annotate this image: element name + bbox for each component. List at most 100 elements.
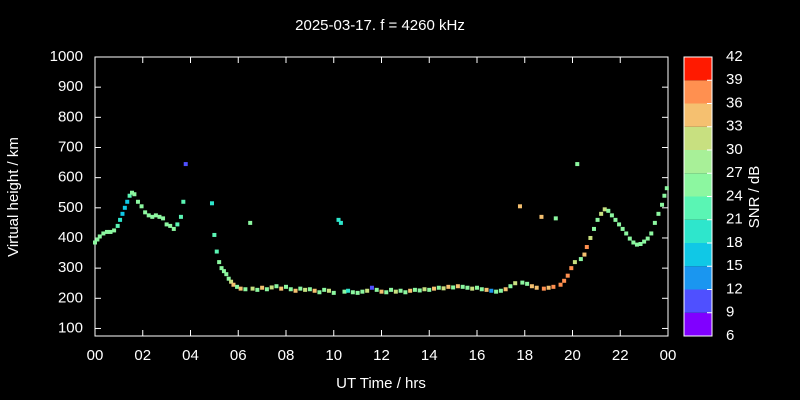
data-point xyxy=(93,240,97,245)
data-point xyxy=(293,288,298,293)
data-point xyxy=(157,214,162,219)
data-point xyxy=(582,252,587,257)
y-tick-label: 500 xyxy=(58,199,83,216)
data-point xyxy=(212,232,217,237)
data-point xyxy=(307,287,312,292)
data-point xyxy=(599,211,604,216)
data-point xyxy=(355,290,360,295)
data-point xyxy=(446,284,451,289)
data-point xyxy=(465,285,470,290)
data-point xyxy=(130,190,135,195)
data-point xyxy=(219,266,224,271)
data-point xyxy=(475,285,479,290)
data-point xyxy=(132,192,137,197)
data-point xyxy=(398,288,403,293)
colorbar-block xyxy=(684,103,712,127)
data-point xyxy=(489,288,494,293)
data-point xyxy=(575,162,580,167)
data-point xyxy=(606,208,611,213)
data-point xyxy=(269,285,274,290)
colorbar-tick-label: 36 xyxy=(726,94,743,111)
data-point xyxy=(624,231,629,236)
data-point xyxy=(479,287,484,292)
data-point xyxy=(229,279,234,284)
data-point xyxy=(264,287,269,292)
data-point xyxy=(427,287,432,292)
data-point xyxy=(503,287,508,292)
colorbar-tick-label: 39 xyxy=(726,71,743,88)
data-point xyxy=(569,266,574,271)
data-point xyxy=(238,286,243,291)
data-point xyxy=(336,217,341,222)
data-point xyxy=(591,226,596,231)
y-tick-label: 800 xyxy=(58,108,83,125)
data-point xyxy=(183,162,188,167)
data-point xyxy=(645,236,650,241)
y-tick-label: 200 xyxy=(58,289,83,306)
data-point xyxy=(122,205,127,210)
data-point xyxy=(649,231,654,236)
colorbar-tick-label: 27 xyxy=(726,164,743,181)
data-point xyxy=(656,211,661,216)
colorbar-label: SNR / dB xyxy=(746,166,763,229)
data-point xyxy=(178,214,183,219)
data-point xyxy=(588,235,593,240)
data-point xyxy=(326,288,331,293)
y-tick-label: 1000 xyxy=(50,48,83,65)
data-point xyxy=(525,281,530,286)
data-point xyxy=(620,226,625,231)
data-point xyxy=(214,249,219,254)
data-point xyxy=(374,287,379,292)
data-point xyxy=(484,287,489,292)
data-point xyxy=(303,287,308,292)
data-point xyxy=(384,290,389,295)
data-point xyxy=(520,280,525,285)
x-tick-label: 20 xyxy=(564,347,581,364)
data-point xyxy=(494,289,499,294)
data-point xyxy=(417,288,422,293)
data-point xyxy=(365,288,370,293)
data-point xyxy=(104,229,109,234)
data-point xyxy=(369,285,374,290)
data-point xyxy=(558,282,563,287)
data-point xyxy=(226,276,231,281)
data-point xyxy=(217,260,222,265)
data-point xyxy=(298,286,303,291)
data-point xyxy=(441,286,446,291)
data-point xyxy=(288,287,293,292)
data-point xyxy=(139,204,144,209)
data-point xyxy=(150,214,155,219)
y-tick-label: 700 xyxy=(58,138,83,155)
colorbar-block xyxy=(684,266,712,290)
colorbar-block xyxy=(684,289,712,313)
data-point xyxy=(662,193,667,198)
data-point xyxy=(171,226,176,231)
x-tick-label: 04 xyxy=(182,347,199,364)
data-point xyxy=(112,228,117,233)
colorbar-block xyxy=(684,150,712,174)
x-tick-label: 16 xyxy=(469,347,486,364)
colorbar-block xyxy=(684,243,712,267)
colorbar-block xyxy=(684,196,712,220)
x-axis-label: UT Time / hrs xyxy=(336,375,426,392)
data-point xyxy=(95,237,100,242)
data-point xyxy=(642,239,647,244)
data-point xyxy=(595,217,600,222)
plot-frame xyxy=(94,56,669,337)
data-point xyxy=(422,287,427,292)
chart-title: 2025-03-17. f = 4260 kHz xyxy=(295,17,465,34)
data-point xyxy=(101,231,106,236)
data-point xyxy=(584,245,589,250)
data-point xyxy=(175,222,180,227)
data-point xyxy=(638,242,643,247)
colorbar-block xyxy=(684,173,712,197)
data-point xyxy=(108,229,113,234)
colorbar-tick-label: 21 xyxy=(726,211,743,228)
colorbar-tick-label: 24 xyxy=(726,187,743,204)
data-point xyxy=(248,220,253,225)
colorbar-block xyxy=(684,312,712,336)
data-point xyxy=(403,290,408,295)
data-point xyxy=(436,285,441,290)
data-point xyxy=(664,186,669,191)
data-point xyxy=(231,282,236,287)
